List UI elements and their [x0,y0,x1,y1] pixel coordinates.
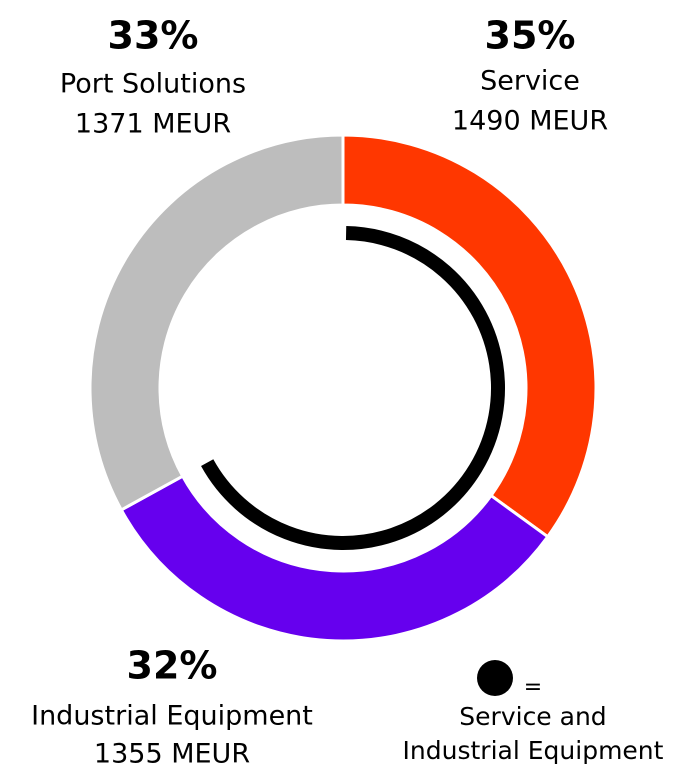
legend-label: Industrial Equipment [403,736,664,765]
category-label: Port Solutions [60,69,246,100]
donut-segment [88,133,345,512]
percent-label: 32% [127,644,218,688]
amount-label: 1355 MEUR [94,739,250,770]
category-label: Industrial Equipment [31,701,313,732]
overlay-arc [201,226,505,550]
percent-label: 35% [485,14,576,58]
percent-label: 33% [108,14,199,58]
legend-label: Service and [459,702,606,731]
amount-label: 1490 MEUR [452,106,608,137]
legend-swatch [477,660,513,696]
category-label: Service [480,66,580,97]
amount-label: 1371 MEUR [75,109,231,140]
donut-segment [341,133,598,539]
donut-segment [119,474,550,643]
legend-symbol: = [524,675,542,700]
